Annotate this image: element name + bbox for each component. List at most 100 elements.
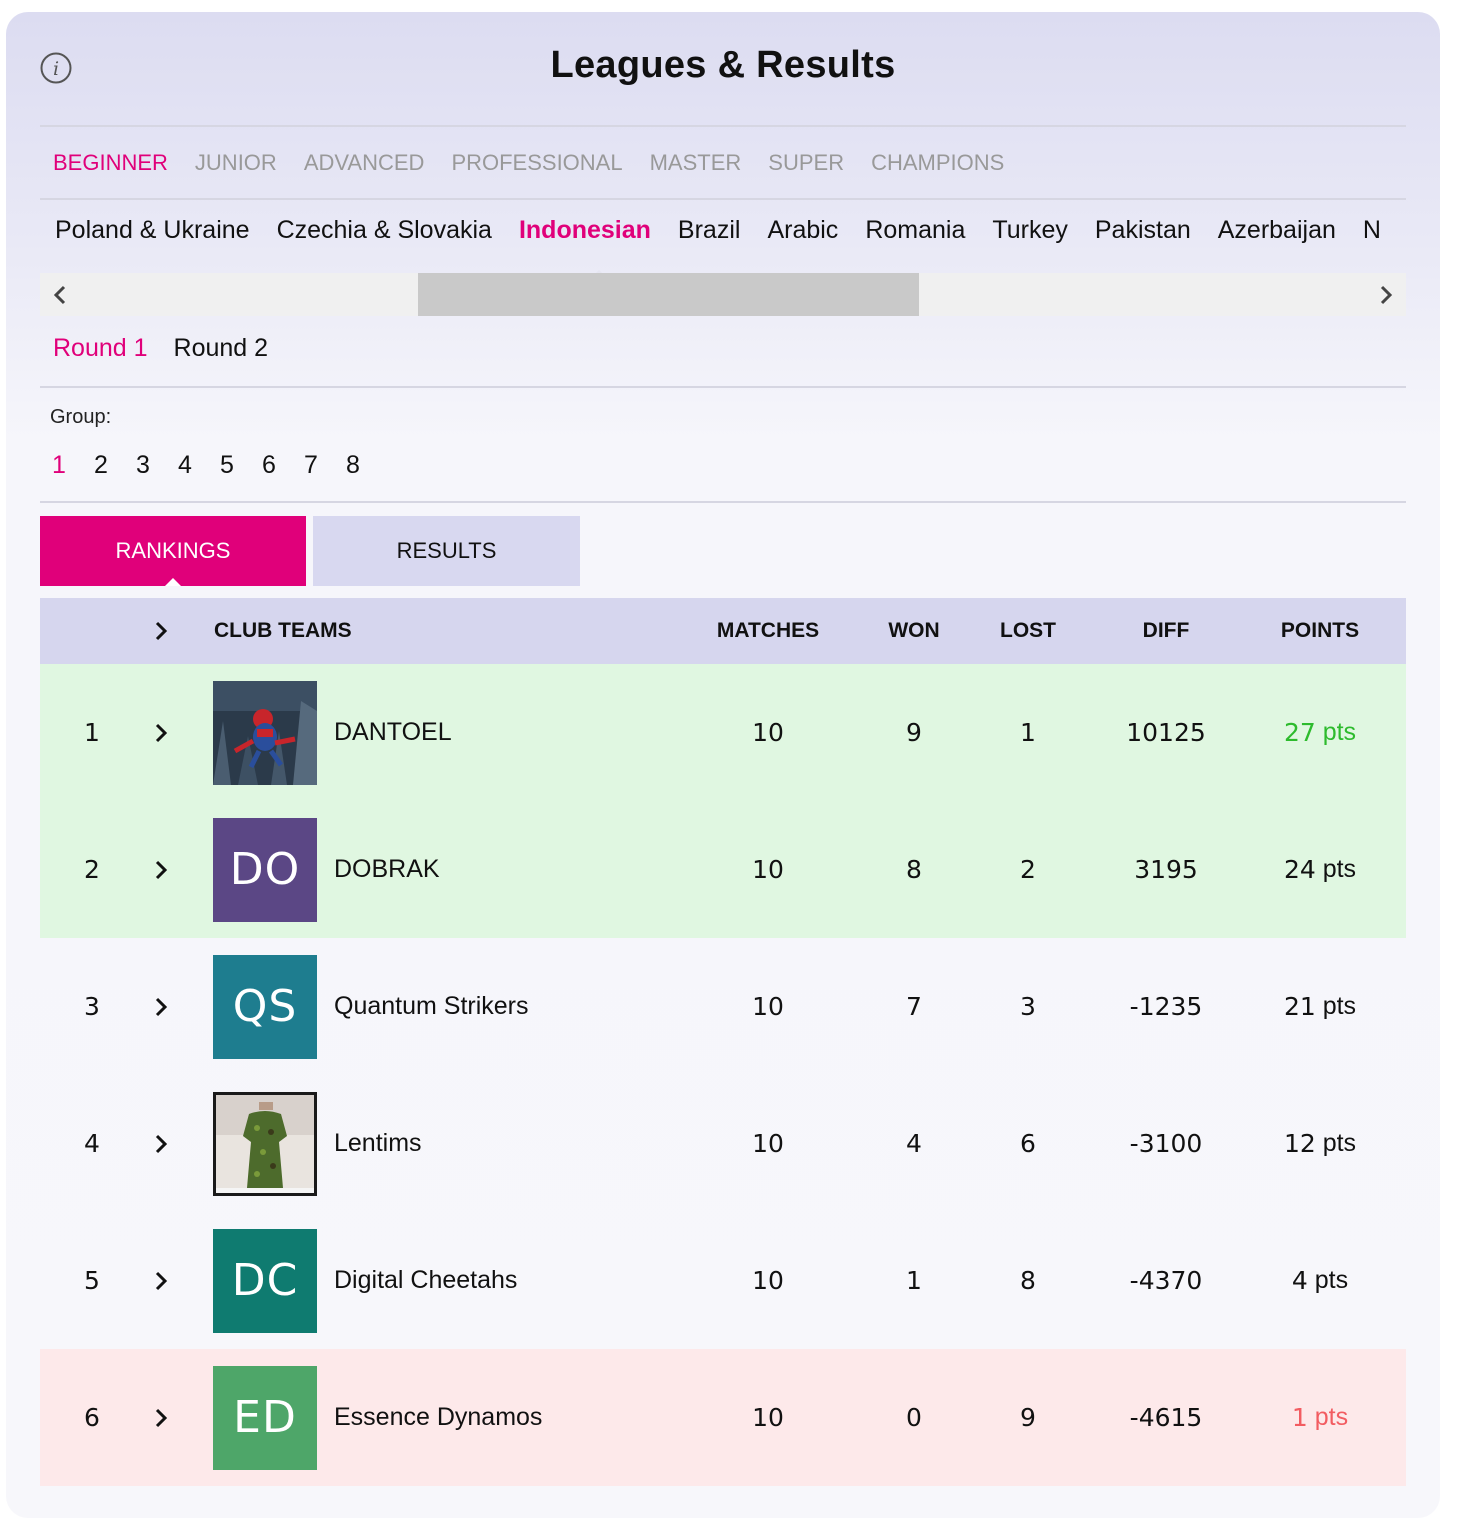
column-diff: DIFF: [1142, 619, 1190, 642]
tab-results[interactable]: RESULTS: [313, 516, 580, 586]
tab-rankings[interactable]: RANKINGS: [40, 516, 306, 586]
tab-league-pakistan[interactable]: Pakistan: [1094, 216, 1191, 244]
tab-league-azerbaijan[interactable]: Azerbaijan: [1217, 216, 1336, 244]
expand-row-button[interactable]: [148, 1212, 174, 1349]
team-name[interactable]: Lentims: [334, 1129, 422, 1157]
expand-row-button[interactable]: [148, 938, 174, 1075]
column-points: POINTS: [1280, 619, 1360, 642]
expand-all-button[interactable]: [148, 598, 174, 664]
lost-value: 8: [1020, 1266, 1036, 1295]
rank: 4: [84, 1129, 100, 1158]
lost-value: 6: [1020, 1129, 1036, 1158]
diff-value: -4370: [1129, 1266, 1203, 1295]
tab-league-brazil[interactable]: Brazil: [677, 216, 741, 244]
scroll-right-button[interactable]: [1366, 273, 1406, 316]
matches-value: 10: [752, 1403, 784, 1432]
tab-level-champions[interactable]: CHAMPIONS: [871, 150, 1005, 175]
lost-value: 2: [1020, 855, 1036, 884]
page-title: Leagues & Results: [550, 44, 896, 86]
tab-level-professional[interactable]: PROFESSIONAL: [451, 150, 623, 175]
divider: [40, 386, 1406, 388]
chevron-right-icon: [155, 997, 168, 1016]
group-1[interactable]: 1: [52, 451, 66, 479]
league-scrollbar[interactable]: [40, 273, 1406, 316]
won-value: 1: [906, 1266, 922, 1295]
expand-row-button[interactable]: [148, 1349, 174, 1486]
tab-league-arabic[interactable]: Arabic: [767, 216, 839, 244]
matches-value: 10: [752, 1129, 784, 1158]
won-value: 7: [906, 992, 922, 1021]
chevron-right-icon: [155, 1134, 168, 1153]
diff-value: -3100: [1129, 1129, 1203, 1158]
team-logo: [213, 1091, 317, 1196]
tab-round-2[interactable]: Round 2: [173, 334, 269, 362]
scrollbar-thumb[interactable]: [418, 273, 919, 316]
points-value: 1 pts: [1291, 1403, 1349, 1432]
group-3[interactable]: 3: [136, 451, 150, 479]
tab-league-poland-ukraine[interactable]: Poland & Ukraine: [55, 216, 250, 244]
points-value: 4 pts: [1291, 1266, 1349, 1295]
group-6[interactable]: 6: [262, 451, 276, 479]
won-value: 4: [906, 1129, 922, 1158]
chevron-left-icon: [53, 285, 66, 304]
leagues-panel: i Leagues & Results BEGINNER JUNIOR ADVA…: [6, 12, 1440, 1518]
tab-level-advanced[interactable]: ADVANCED: [303, 150, 425, 175]
team-name[interactable]: DANTOEL: [334, 718, 452, 746]
chevron-right-icon: [155, 860, 168, 879]
dress-photo-icon: [213, 1091, 317, 1196]
round-tabs: Round 1 Round 2: [53, 334, 294, 363]
tab-level-super[interactable]: SUPER: [768, 150, 845, 175]
table-row[interactable]: 6 ED Essence Dynamos 10 0 9 -4615 1 pts: [40, 1349, 1406, 1486]
table-row[interactable]: 4: [40, 1075, 1406, 1212]
diff-value: 3195: [1134, 855, 1198, 884]
rankings-table: CLUB TEAMS MATCHES WON LOST DIFF POINTS …: [40, 598, 1406, 1486]
spiderman-photo-icon: [213, 680, 317, 785]
team-name[interactable]: DOBRAK: [334, 855, 440, 883]
scroll-left-button[interactable]: [40, 273, 80, 316]
group-2[interactable]: 2: [94, 451, 108, 479]
table-row[interactable]: 3 QS Quantum Strikers 10 7 3 -1235 21 pt…: [40, 938, 1406, 1075]
expand-row-button[interactable]: [148, 664, 174, 801]
info-icon[interactable]: i: [40, 52, 72, 84]
tab-league-indonesian[interactable]: Indonesian: [518, 216, 651, 244]
divider: [40, 198, 1406, 200]
tab-level-beginner[interactable]: BEGINNER: [53, 150, 168, 175]
team-logo: DC: [213, 1228, 317, 1333]
tab-league-turkey[interactable]: Turkey: [992, 216, 1068, 244]
table-row[interactable]: 1: [40, 664, 1406, 801]
rank: 6: [84, 1403, 100, 1432]
group-selector: 1 2 3 4 5 6 7 8: [52, 451, 388, 480]
group-label: Group:: [50, 406, 112, 428]
group-7[interactable]: 7: [304, 451, 318, 479]
team-logo: DO: [213, 817, 317, 922]
table-row[interactable]: 2 DO DOBRAK 10 8 2 3195 24 pts: [40, 801, 1406, 938]
points-value: 24 pts: [1283, 855, 1357, 884]
expand-row-button[interactable]: [148, 1075, 174, 1212]
diff-value: -4615: [1129, 1403, 1203, 1432]
chevron-right-icon: [1380, 285, 1393, 304]
team-name[interactable]: Essence Dynamos: [334, 1403, 543, 1431]
team-name[interactable]: Digital Cheetahs: [334, 1266, 518, 1294]
table-row[interactable]: 5 DC Digital Cheetahs 10 1 8 -4370 4 pts: [40, 1212, 1406, 1349]
rank: 1: [84, 718, 100, 747]
tab-round-1[interactable]: Round 1: [53, 334, 148, 362]
matches-value: 10: [752, 992, 784, 1021]
points-value: 12 pts: [1283, 1129, 1357, 1158]
team-name[interactable]: Quantum Strikers: [334, 992, 529, 1020]
tab-league-romania[interactable]: Romania: [865, 216, 966, 244]
lost-value: 1: [1020, 718, 1036, 747]
group-4[interactable]: 4: [178, 451, 192, 479]
tab-level-master[interactable]: MASTER: [649, 150, 742, 175]
group-5[interactable]: 5: [220, 451, 234, 479]
group-8[interactable]: 8: [346, 451, 360, 479]
team-logo: ED: [213, 1365, 317, 1470]
league-tabs: Poland & Ukraine Czechia & Slovakia Indo…: [40, 216, 1406, 260]
tab-level-junior[interactable]: JUNIOR: [194, 150, 277, 175]
active-tab-indicator: [165, 578, 181, 586]
rank: 3: [84, 992, 100, 1021]
diff-value: -1235: [1129, 992, 1203, 1021]
tab-league-next[interactable]: N: [1362, 216, 1381, 244]
points-value: 21 pts: [1283, 992, 1357, 1021]
expand-row-button[interactable]: [148, 801, 174, 938]
tab-league-czechia-slovakia[interactable]: Czechia & Slovakia: [276, 216, 492, 244]
